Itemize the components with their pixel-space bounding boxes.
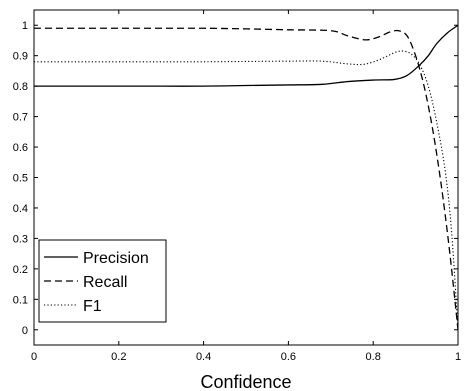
y-tick-label: 1 xyxy=(22,20,28,32)
axis-ticks: 0 0.2 0.4 0.6 0.8 1 0 0.1 0.2 0.3 0.4 0.5 0.6 0.7 0.8 0… xyxy=(13,10,461,363)
y-tick-label: 0.8 xyxy=(13,81,28,93)
series-line-recall xyxy=(33,27,459,330)
y-tick-label: 0.6 xyxy=(13,142,28,154)
series-lines xyxy=(33,24,459,330)
y-tick-label: 0.3 xyxy=(13,233,28,245)
x-tick-label: 0.4 xyxy=(196,351,211,363)
y-tick-label: 0.5 xyxy=(13,173,28,185)
legend-label-recall: Recall xyxy=(83,274,127,291)
legend-label-precision: Precision xyxy=(83,250,149,267)
y-tick-label: 0.9 xyxy=(13,51,28,63)
x-tick-label: 0.8 xyxy=(366,351,381,363)
legend-label-f1: F1 xyxy=(83,298,102,315)
x-tick-label: 0.2 xyxy=(111,351,126,363)
x-tick-label: 1 xyxy=(455,351,461,363)
legend: Precision Recall F1 xyxy=(38,239,167,323)
y-tick-label: 0.4 xyxy=(13,203,28,215)
y-tick-label: 0.2 xyxy=(13,264,28,276)
x-tick-label: 0 xyxy=(31,351,37,363)
y-tick-label: 0.1 xyxy=(13,294,28,306)
series-line-precision xyxy=(33,24,459,87)
y-tick-label: 0.7 xyxy=(13,112,28,124)
x-axis-title: Confidence xyxy=(200,372,291,391)
y-tick-label: 0 xyxy=(22,325,28,337)
x-tick-label: 0.6 xyxy=(281,351,296,363)
